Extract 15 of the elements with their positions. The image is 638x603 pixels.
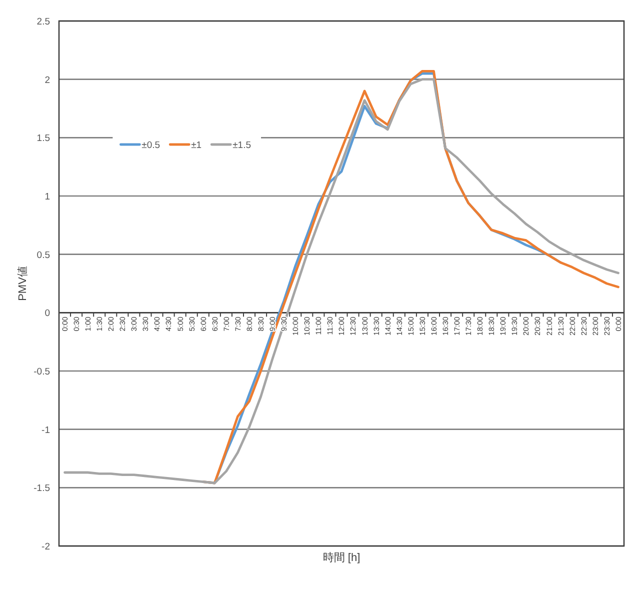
y-tick-label: 1.5 — [36, 133, 50, 144]
legend-label: ±0.5 — [142, 140, 160, 151]
y-tick-label: 0.5 — [36, 250, 50, 261]
x-axis-title: 時間 [h] — [322, 551, 360, 564]
y-axis-title: PMV値 — [17, 266, 29, 301]
y-tick-label: 2.5 — [36, 16, 50, 28]
y-tick-label: 1 — [44, 192, 50, 202]
y-tick-label: -0.5 — [34, 366, 50, 378]
y-tick-label: -2 — [42, 542, 50, 552]
y-tick-label: -1.5 — [34, 483, 50, 494]
legend-label: ±1 — [191, 140, 202, 151]
y-tick-label: -1 — [42, 424, 50, 436]
y-tick-label: 2 — [44, 74, 50, 86]
legend-label: ±1.5 — [232, 140, 252, 151]
y-tick-label: 0 — [44, 308, 50, 320]
